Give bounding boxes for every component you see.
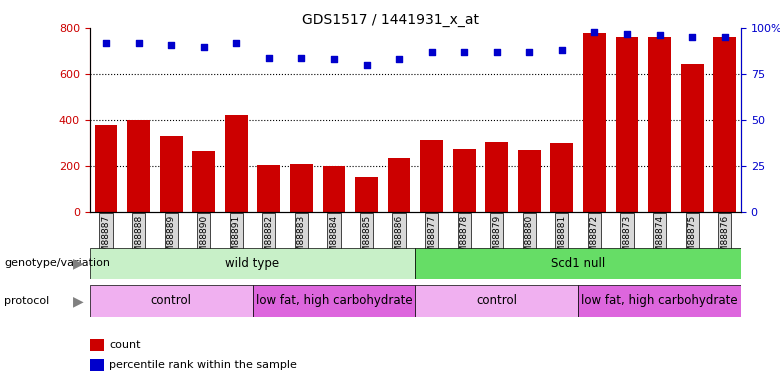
Text: genotype/variation: genotype/variation bbox=[4, 258, 110, 268]
Bar bbox=[90, 285, 253, 317]
Point bbox=[718, 34, 731, 40]
Bar bbox=[551, 143, 573, 212]
Point bbox=[686, 34, 698, 40]
Point bbox=[165, 42, 177, 48]
Text: GDS1517 / 1441931_x_at: GDS1517 / 1441931_x_at bbox=[302, 13, 478, 27]
Point bbox=[360, 62, 373, 68]
Bar bbox=[578, 285, 741, 317]
Point bbox=[230, 40, 243, 46]
Bar bbox=[94, 124, 117, 212]
Text: percentile rank within the sample: percentile rank within the sample bbox=[109, 360, 297, 370]
Bar bbox=[90, 248, 415, 279]
Point bbox=[133, 40, 145, 46]
Bar bbox=[323, 166, 346, 212]
Point bbox=[263, 54, 275, 60]
Text: ▶: ▶ bbox=[73, 294, 83, 308]
Point bbox=[197, 44, 210, 50]
Point bbox=[523, 49, 536, 55]
Text: protocol: protocol bbox=[4, 296, 49, 306]
Bar bbox=[257, 165, 280, 212]
Point bbox=[100, 40, 112, 46]
Bar bbox=[453, 149, 476, 212]
Text: low fat, high carbohydrate: low fat, high carbohydrate bbox=[256, 294, 413, 307]
Bar bbox=[485, 142, 508, 212]
Bar bbox=[193, 151, 215, 212]
Text: ▶: ▶ bbox=[73, 256, 83, 270]
Text: Scd1 null: Scd1 null bbox=[551, 257, 605, 270]
Point bbox=[654, 33, 666, 39]
Bar bbox=[127, 120, 150, 212]
Bar bbox=[160, 136, 183, 212]
Point bbox=[393, 56, 406, 62]
Bar bbox=[518, 150, 541, 212]
Bar bbox=[583, 33, 606, 212]
Bar bbox=[615, 38, 638, 212]
Bar bbox=[253, 285, 415, 317]
Point bbox=[621, 31, 633, 37]
Bar bbox=[415, 285, 578, 317]
Text: control: control bbox=[151, 294, 192, 307]
Bar bbox=[681, 64, 704, 212]
Bar bbox=[648, 38, 671, 212]
Bar bbox=[388, 158, 410, 212]
Bar bbox=[415, 248, 741, 279]
Point bbox=[588, 29, 601, 35]
Text: wild type: wild type bbox=[225, 257, 279, 270]
Point bbox=[328, 56, 340, 62]
Point bbox=[425, 49, 438, 55]
Point bbox=[458, 49, 470, 55]
Text: count: count bbox=[109, 340, 140, 350]
Bar bbox=[225, 116, 247, 212]
Point bbox=[555, 47, 568, 53]
Bar bbox=[355, 177, 378, 212]
Point bbox=[295, 54, 307, 60]
Bar bbox=[420, 140, 443, 212]
Text: control: control bbox=[477, 294, 517, 307]
Bar bbox=[714, 38, 736, 212]
Text: low fat, high carbohydrate: low fat, high carbohydrate bbox=[581, 294, 738, 307]
Bar bbox=[290, 164, 313, 212]
Point bbox=[491, 49, 503, 55]
